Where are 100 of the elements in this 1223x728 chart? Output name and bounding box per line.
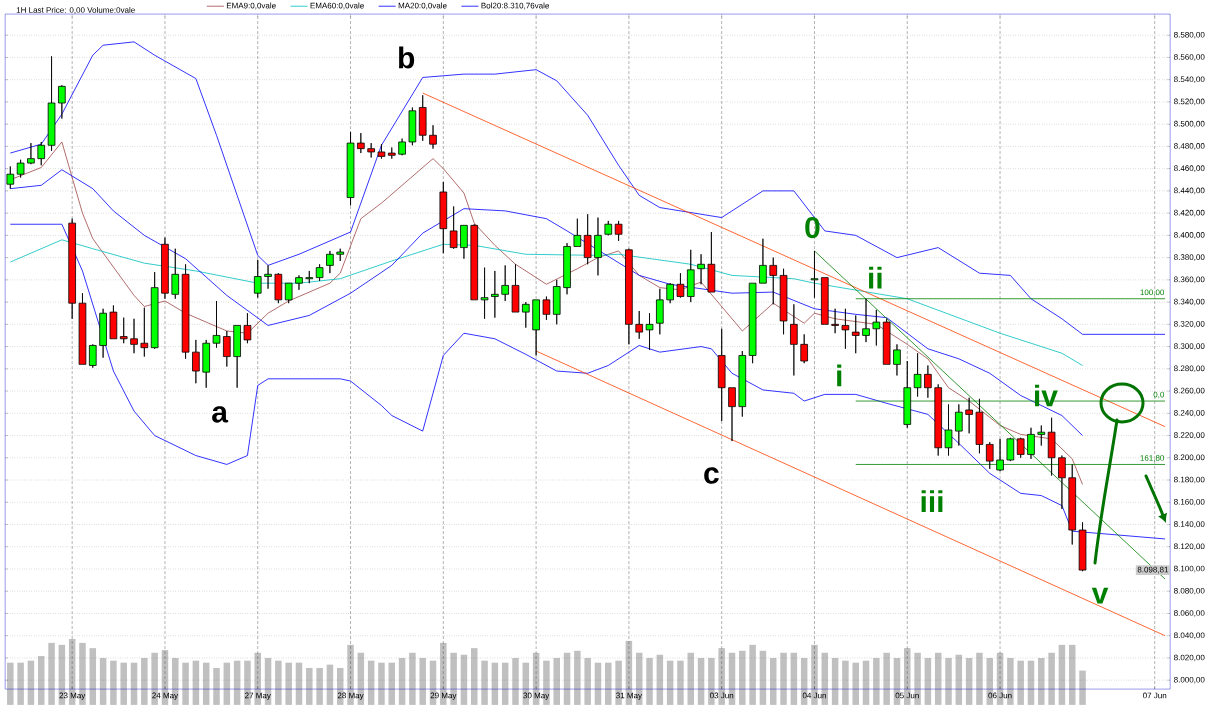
- candlestick: [357, 132, 365, 154]
- x-tick-label: 07 Jun: [1143, 692, 1167, 699]
- annotation: v: [1091, 587, 1109, 604]
- candlestick: [532, 299, 540, 356]
- candlestick: [1058, 455, 1066, 510]
- legend-label: MA20:0,0vale: [398, 2, 447, 10]
- candlestick: [377, 143, 386, 160]
- candlestick: [264, 264, 272, 290]
- annotation: 0: [805, 216, 820, 239]
- bar: [615, 660, 622, 705]
- annotation: iv: [1035, 384, 1058, 407]
- bar: [110, 660, 117, 705]
- candlestick: [429, 124, 437, 150]
- bar: [481, 660, 488, 705]
- candlestick: [367, 142, 375, 158]
- candlestick: [831, 308, 839, 334]
- bar: [316, 667, 323, 705]
- x-tick-label: 04 Jun: [802, 692, 826, 699]
- annotation: a: [212, 406, 229, 423]
- bar: [945, 658, 952, 705]
- annotation: i: [837, 364, 842, 387]
- candlestick: [284, 282, 293, 304]
- line-series: [9, 169, 1083, 436]
- bar: [574, 650, 581, 705]
- x-tick-label: 24 May: [152, 692, 179, 700]
- candlestick: [1037, 425, 1046, 446]
- candlestick: [625, 248, 633, 345]
- bar: [275, 660, 282, 705]
- y-tick-label: 8.540,00: [1174, 76, 1205, 83]
- candlestick: [717, 328, 726, 422]
- candlestick: [99, 308, 107, 359]
- annotation: 161,80: [1140, 455, 1165, 462]
- candlestick: [779, 268, 788, 335]
- candlestick: [233, 325, 241, 389]
- candlestick: [387, 147, 396, 160]
- candlestick: [480, 267, 489, 320]
- candlestick: [491, 270, 499, 319]
- y-tick-label: 8.040,00: [1174, 632, 1205, 639]
- bar: [1048, 652, 1055, 705]
- candlestick: [522, 301, 530, 329]
- candlestick: [542, 296, 551, 321]
- bar: [120, 662, 127, 705]
- candlestick: [573, 218, 582, 247]
- candlestick: [913, 352, 922, 398]
- legend-label: EMA60:0,0vale: [310, 2, 364, 10]
- candlestick: [748, 282, 757, 364]
- line-series: [9, 41, 1166, 335]
- candlestick: [656, 288, 664, 335]
- y-tick-label: 8.140,00: [1174, 521, 1205, 528]
- y-tick-label: 8.360,00: [1174, 276, 1205, 284]
- y-tick-label: 8.440,00: [1174, 187, 1205, 195]
- candlestick: [604, 220, 613, 236]
- bar: [584, 658, 591, 705]
- candlestick: [614, 220, 623, 242]
- candlestick: [192, 339, 200, 384]
- candlestick: [1006, 437, 1015, 462]
- candlestick: [130, 318, 138, 354]
- y-tick-label: 8.080,00: [1174, 587, 1205, 595]
- candlestick: [769, 257, 778, 305]
- bar: [7, 662, 14, 705]
- y-tick-label: 8.220,00: [1174, 432, 1205, 439]
- candlestick: [594, 217, 602, 276]
- bar: [677, 660, 684, 705]
- y-tick-label: 8.240,00: [1174, 409, 1205, 417]
- candlestick: [635, 310, 644, 340]
- bar: [141, 658, 148, 705]
- x-tick-label: 03 Jun: [710, 692, 734, 699]
- candlestick: [511, 263, 520, 313]
- y-tick-label: 8.200,00: [1174, 454, 1205, 462]
- bar: [646, 658, 653, 705]
- candlestick: [109, 305, 118, 340]
- x-tick-label: 23 May: [59, 692, 86, 700]
- candlestick: [686, 249, 695, 303]
- bar: [842, 660, 849, 705]
- candlestick: [418, 94, 427, 142]
- y-tick-label: 8.120,00: [1174, 543, 1205, 551]
- bar: [780, 652, 787, 705]
- candlestick: [645, 312, 654, 351]
- y-tick-label: 8.060,00: [1174, 610, 1205, 617]
- candlestick: [996, 438, 1004, 472]
- candlestick: [738, 350, 747, 418]
- y-tick-label: 8.500,00: [1174, 120, 1205, 128]
- legend-label: Bol20:8.310,76vale: [481, 2, 549, 10]
- candlestick: [676, 272, 685, 299]
- candlestick: [862, 298, 870, 343]
- candlestick: [212, 300, 221, 349]
- annotation: 8.098,81: [1137, 566, 1169, 574]
- candlestick: [893, 343, 901, 376]
- candlestick: [336, 248, 345, 262]
- candlestick: [274, 272, 283, 304]
- candlestick: [985, 441, 994, 470]
- candlestick: [1047, 417, 1056, 476]
- y-tick-label: 8.160,00: [1174, 498, 1205, 506]
- candlestick: [305, 270, 314, 284]
- x-tick-label: 30 May: [523, 692, 550, 700]
- bar: [976, 652, 983, 705]
- candlestick: [78, 292, 87, 365]
- y-tick-label: 8.480,00: [1174, 143, 1205, 150]
- candlestick: [800, 333, 808, 364]
- bar: [17, 662, 24, 705]
